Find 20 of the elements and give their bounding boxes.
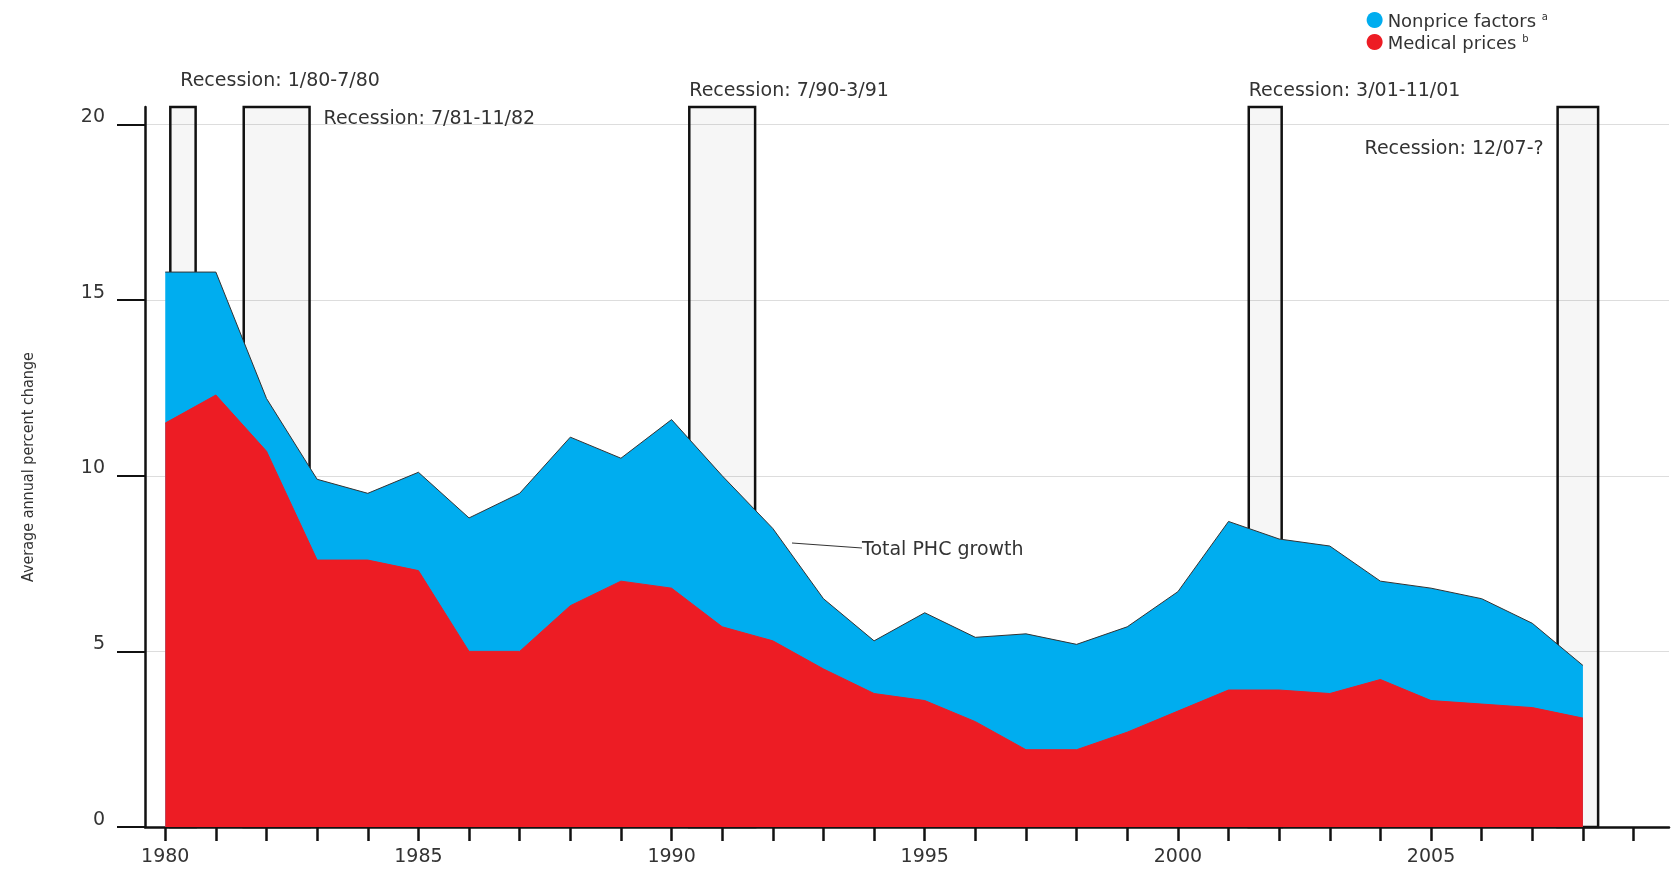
y-tick-label: 5 [92, 630, 105, 653]
band-label: Recession: 12/07-? [1364, 136, 1544, 158]
x-tick-label: 1990 [647, 843, 696, 866]
band-label: Recession: 7/81-11/82 [323, 106, 536, 128]
x-tick-label: 1995 [900, 843, 949, 866]
y-axis-title: Average annual percent change [17, 351, 37, 582]
y-tick-label: 20 [80, 104, 105, 127]
y-tick-label: 10 [80, 455, 105, 478]
x-tick-label: 2000 [1153, 843, 1203, 866]
x-tick-label: 1980 [141, 843, 190, 866]
x-tick-label: 2005 [1406, 843, 1456, 866]
y-tick-label: 15 [80, 279, 105, 302]
band-label: Recession: 1/80-7/80 [180, 68, 380, 90]
x-tick-label: 1985 [394, 843, 443, 866]
legend-label: Medical prices b [1387, 31, 1529, 53]
legend-label: Nonprice factors a [1387, 9, 1549, 31]
annotation: Total PHC growth [861, 537, 1024, 559]
y-tick-label: 0 [92, 806, 105, 829]
band-label: Recession: 3/01-11/01 [1248, 78, 1461, 100]
band-label: Recession: 7/90-3/91 [689, 78, 889, 100]
